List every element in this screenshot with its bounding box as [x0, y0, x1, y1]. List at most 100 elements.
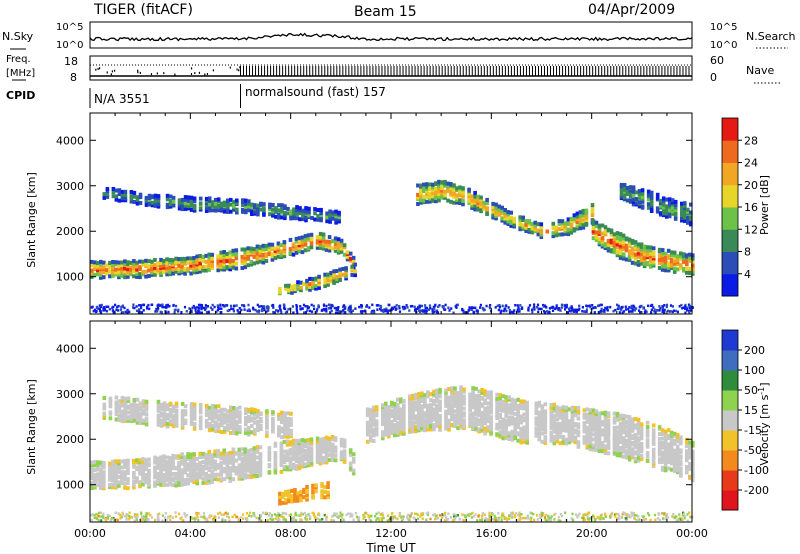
velocity-cell	[126, 477, 130, 482]
power-cell	[120, 305, 123, 309]
power-cell	[640, 195, 645, 200]
power-cell	[309, 232, 314, 237]
power-cell	[327, 240, 332, 244]
velocity-cell	[183, 482, 187, 486]
velocity-cell	[432, 417, 436, 422]
power-cell	[594, 224, 599, 229]
power-cell	[336, 311, 339, 314]
power-cell	[518, 227, 522, 232]
velocity-cell	[585, 425, 590, 430]
velocity-cell	[390, 427, 394, 432]
power-cell	[537, 307, 540, 311]
power-cell	[165, 311, 168, 315]
power-cell	[334, 311, 338, 314]
power-cell	[398, 310, 402, 313]
velocity-cell	[594, 440, 599, 445]
velocity-cell	[633, 423, 638, 428]
velocity-cell	[462, 424, 466, 429]
velocity-cell	[174, 483, 178, 488]
velocity-cell	[168, 482, 172, 487]
power-cell	[277, 203, 281, 208]
velocity-cell	[315, 439, 320, 444]
power-cell	[627, 237, 632, 242]
power-cell	[461, 202, 465, 207]
velocity-cell	[201, 476, 205, 481]
velocity-cell	[420, 426, 424, 430]
velocity-cell	[468, 402, 472, 407]
power-cell	[351, 309, 355, 312]
velocity-cell	[237, 463, 242, 468]
velocity-cell	[219, 451, 223, 456]
power-cell	[479, 204, 483, 209]
power-cell	[437, 194, 441, 199]
power-cell	[554, 307, 557, 311]
velocity-cell	[387, 426, 391, 431]
power-cell	[470, 194, 474, 199]
power-cell	[673, 199, 678, 204]
power-cell	[198, 311, 201, 314]
velocity-cell	[117, 406, 122, 411]
velocity-cell	[534, 420, 539, 424]
power-cell	[423, 309, 427, 312]
velocity-cell	[138, 458, 142, 463]
power-cell	[639, 244, 644, 249]
power-cell	[621, 252, 626, 257]
power-cell	[683, 218, 687, 223]
power-cell	[603, 309, 606, 312]
velocity-cell	[462, 411, 466, 416]
power-cell	[216, 204, 221, 208]
velocity-cell	[444, 414, 448, 419]
velocity-cell	[474, 386, 478, 391]
power-cell	[431, 310, 434, 313]
velocity-cell	[597, 440, 602, 445]
velocity-cell	[348, 448, 353, 453]
power-cell	[189, 199, 194, 204]
velocity-cell	[471, 402, 475, 407]
power-cell	[621, 233, 626, 238]
velocity-cell	[495, 422, 499, 427]
power-cell	[117, 188, 122, 193]
velocity-cell	[132, 480, 136, 484]
velocity-cell	[117, 399, 122, 404]
power-cell	[645, 260, 650, 265]
power-cell	[138, 304, 141, 307]
power-cell	[518, 215, 522, 220]
power-cell	[117, 192, 122, 197]
power-cell	[273, 246, 278, 251]
power-cell	[96, 261, 100, 266]
velocity-cell	[624, 443, 629, 448]
velocity-cell	[594, 428, 599, 433]
power-cell	[519, 304, 522, 307]
power-cell	[533, 225, 538, 230]
velocity-cell	[90, 474, 94, 479]
power-cell	[376, 308, 379, 311]
velocity-cell	[277, 427, 281, 432]
power-cell	[683, 305, 687, 308]
velocity-cell	[213, 429, 218, 434]
velocity-cell	[477, 418, 481, 423]
power-cell	[336, 308, 339, 311]
power-cell	[204, 253, 208, 258]
velocity-cell	[636, 452, 641, 457]
velocity-cell	[277, 425, 281, 430]
velocity-cell	[321, 448, 326, 453]
power-cell	[279, 249, 284, 254]
velocity-cell	[606, 411, 611, 416]
velocity-cell	[299, 495, 303, 500]
velocity-cell	[627, 457, 632, 462]
velocity-cell	[368, 434, 373, 439]
velocity-cell	[280, 418, 284, 423]
freq-label-2: [MHz]	[6, 68, 35, 79]
velocity-cell	[453, 388, 457, 393]
velocity-cell	[207, 422, 212, 426]
velocity-cell	[621, 436, 626, 441]
velocity-cell	[411, 401, 415, 406]
power-cell	[255, 251, 260, 256]
velocity-cell	[365, 410, 370, 415]
power-cell	[628, 191, 633, 196]
power-cell	[630, 253, 635, 258]
velocity-cell	[108, 483, 112, 487]
power-cell	[431, 197, 435, 202]
velocity-cell	[456, 417, 460, 422]
power-cell	[476, 205, 480, 209]
